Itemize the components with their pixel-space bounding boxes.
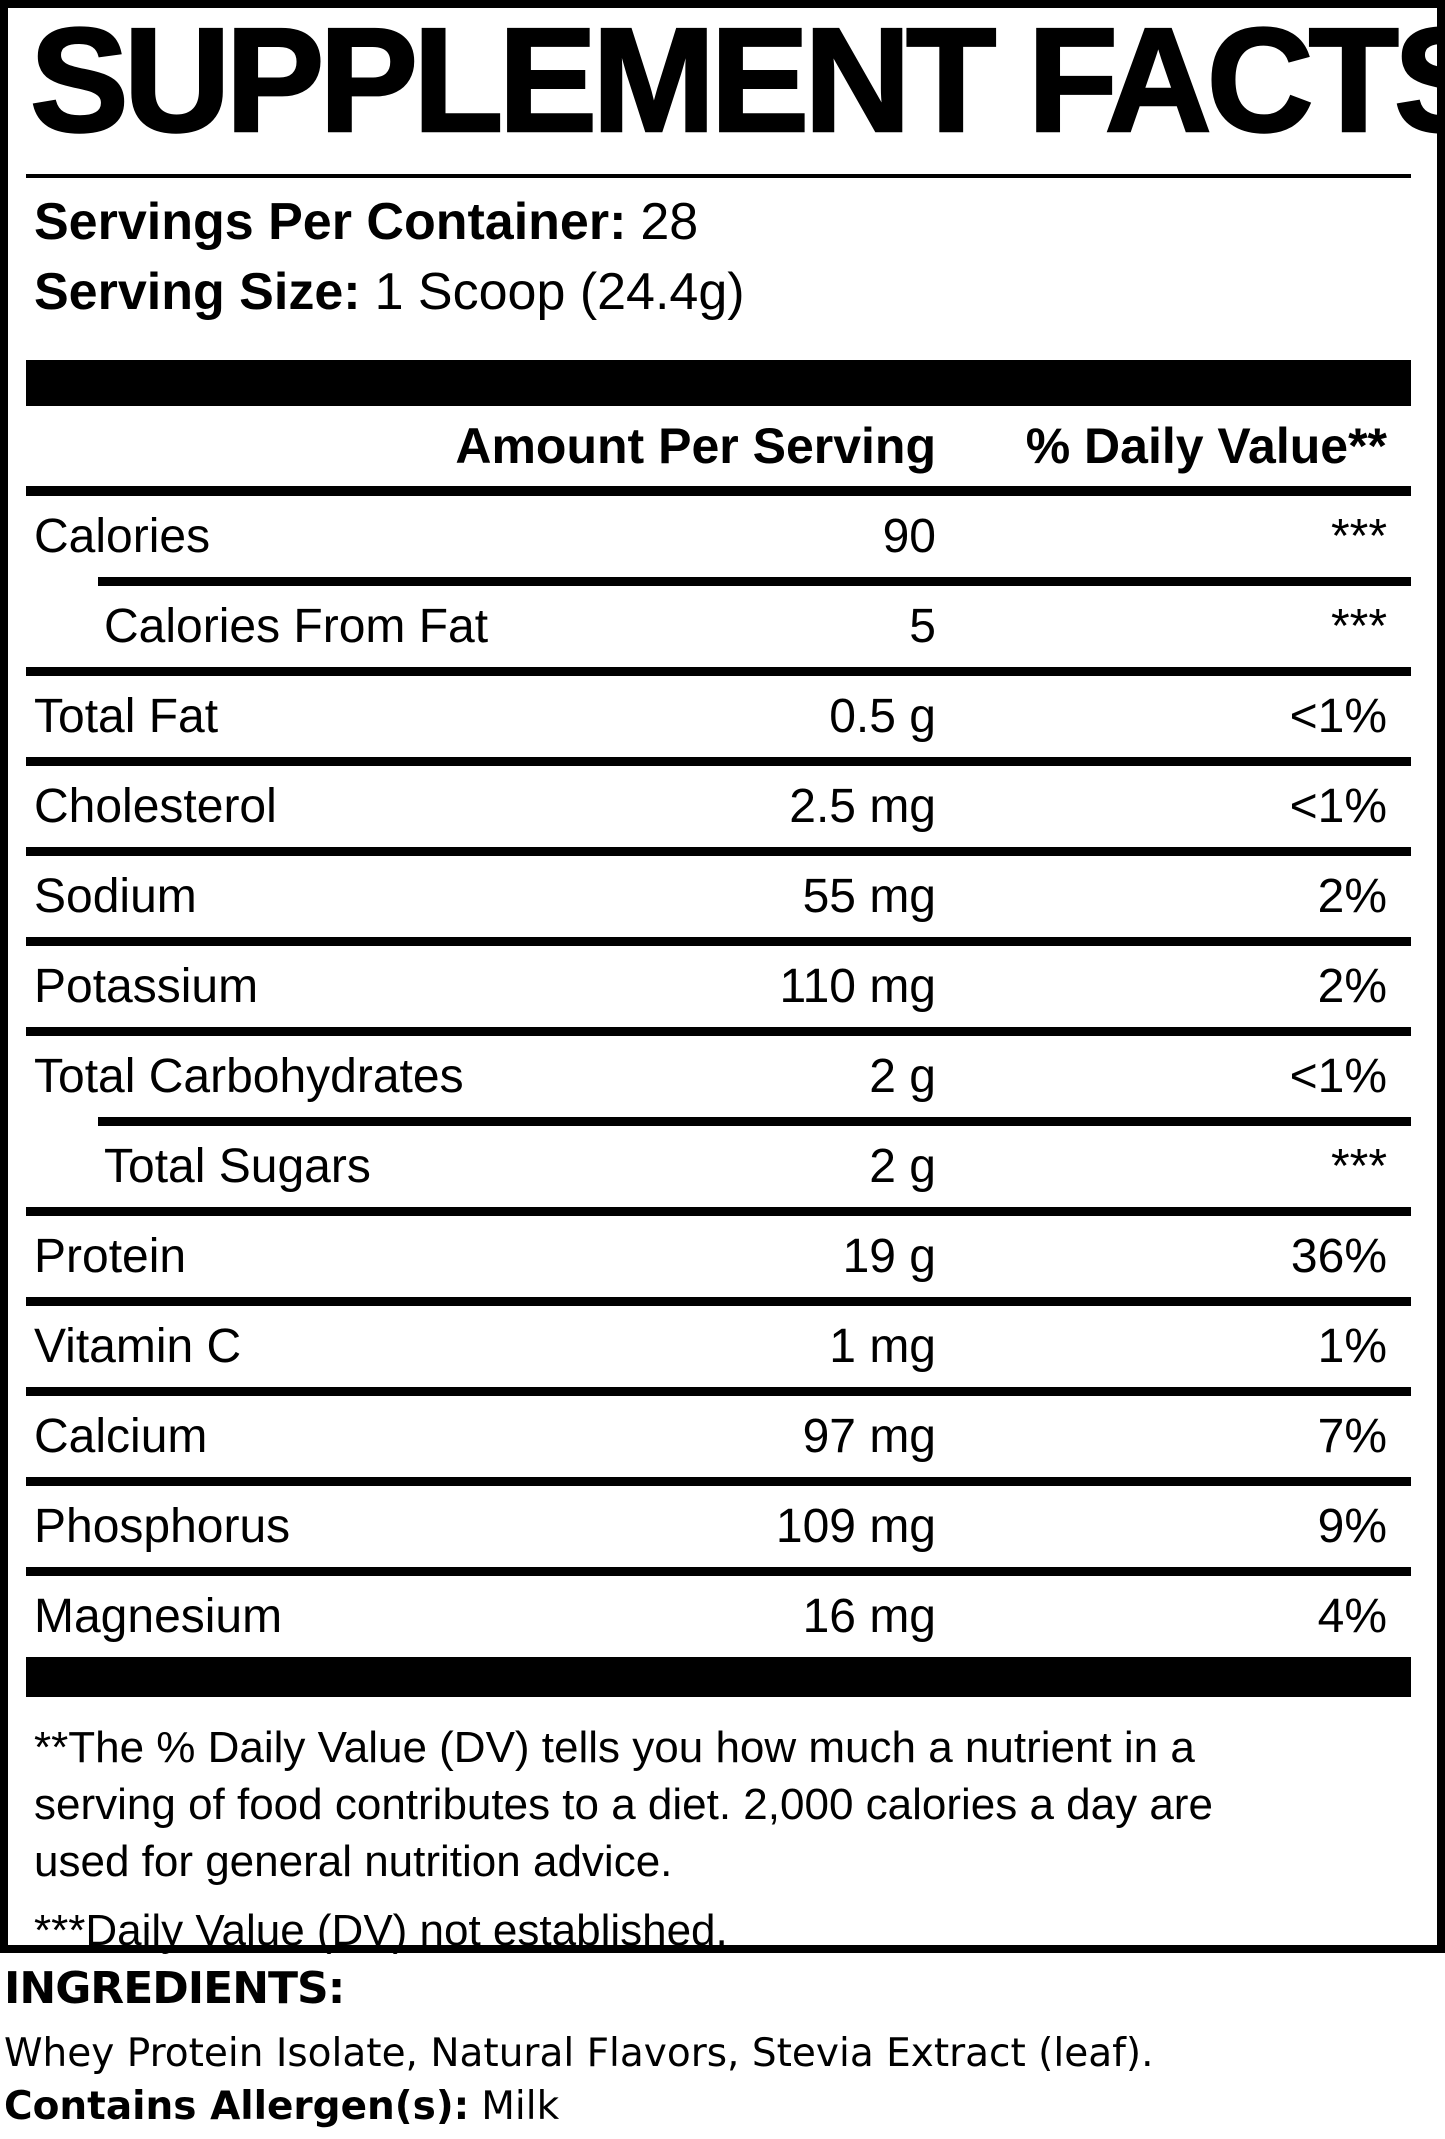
ingredients-section: INGREDIENTS: Whey Protein Isolate, Natur… <box>4 1963 1445 2131</box>
amount-column-header: Amount Per Serving <box>455 418 936 474</box>
nutrient-daily-value: 4% <box>1317 1590 1387 1643</box>
nutrient-amount: 110 mg <box>779 960 936 1013</box>
separator-bar-bottom <box>26 1657 1411 1697</box>
nutrient-name: Potassium <box>34 960 259 1013</box>
allergen-label: Contains Allergen(s): <box>4 2084 470 2129</box>
panel-title: SUPPLEMENT FACTS <box>29 0 1445 163</box>
allergen-value: Milk <box>481 2084 560 2129</box>
nutrient-amount: 19 g <box>842 1230 936 1283</box>
nutrient-name: Calories From Fat <box>104 600 489 653</box>
daily-value-footnote-line: serving of food contributes to a diet. 2… <box>34 1780 1213 1829</box>
nutrient-daily-value: <1% <box>1289 690 1387 743</box>
table-header-row: Amount Per Serving % Daily Value** <box>26 406 1411 486</box>
table-row: Potassium 110 mg 2% <box>26 946 1411 1027</box>
row-divider <box>26 1477 1411 1486</box>
row-divider <box>26 937 1411 946</box>
nutrient-daily-value: 36% <box>1290 1230 1387 1283</box>
nutrient-amount: 2 g <box>869 1140 936 1193</box>
servings-per-container-line: Servings Per Container: 28 <box>34 196 1411 248</box>
row-divider <box>26 1027 1411 1036</box>
table-row: Total Sugars 2 g *** <box>26 1126 1411 1207</box>
ingredients-heading: INGREDIENTS: <box>4 1963 345 2014</box>
daily-value-column-header: % Daily Value** <box>1025 418 1387 474</box>
serving-size-label: Serving Size: <box>34 263 361 321</box>
servings-per-container-value: 28 <box>640 193 699 251</box>
row-divider <box>26 1567 1411 1576</box>
table-row: Magnesium 16 mg 4% <box>26 1576 1411 1657</box>
nutrient-name: Calories <box>34 510 211 563</box>
nutrient-amount: 0.5 g <box>829 690 936 743</box>
not-established-footnote: ***Daily Value (DV) not established. <box>34 1906 728 1955</box>
nutrient-daily-value: 7% <box>1317 1410 1387 1463</box>
nutrient-name: Vitamin C <box>34 1320 242 1373</box>
table-row: Phosphorus 109 mg 9% <box>26 1486 1411 1567</box>
table-row: Calories 90 *** <box>26 496 1411 577</box>
row-divider <box>26 1297 1411 1306</box>
row-divider <box>98 577 1411 586</box>
footnotes-block: **The % Daily Value (DV) tells you how m… <box>34 1719 1411 1959</box>
nutrient-daily-value: *** <box>1330 1140 1387 1193</box>
nutrient-amount: 16 mg <box>802 1590 936 1643</box>
row-divider <box>26 847 1411 856</box>
table-row: Total Carbohydrates 2 g <1% <box>26 1036 1411 1117</box>
table-row: Sodium 55 mg 2% <box>26 856 1411 937</box>
nutrient-name: Protein <box>34 1230 187 1283</box>
row-divider <box>26 1207 1411 1216</box>
nutrient-amount: 1 mg <box>829 1320 936 1373</box>
nutrient-daily-value: 9% <box>1317 1500 1387 1553</box>
nutrient-amount: 5 <box>909 600 936 653</box>
row-divider <box>98 1117 1411 1126</box>
nutrition-table: Amount Per Serving % Daily Value** Calor… <box>26 406 1411 1657</box>
table-row: Protein 19 g 36% <box>26 1216 1411 1297</box>
nutrient-name: Calcium <box>34 1410 208 1463</box>
table-row: Vitamin C 1 mg 1% <box>26 1306 1411 1387</box>
serving-size-line: Serving Size: 1 Scoop (24.4g) <box>34 266 1411 318</box>
table-row: Cholesterol 2.5 mg <1% <box>26 766 1411 847</box>
title-divider <box>26 174 1411 178</box>
nutrient-amount: 109 mg <box>775 1500 936 1553</box>
separator-bar-top <box>26 360 1411 406</box>
nutrient-amount: 97 mg <box>802 1410 936 1463</box>
nutrient-daily-value: 1% <box>1317 1320 1387 1373</box>
table-body: Calories 90 *** Calories From Fat 5 *** … <box>26 496 1411 1657</box>
nutrient-daily-value: <1% <box>1289 780 1387 833</box>
nutrient-daily-value: 2% <box>1317 870 1387 923</box>
nutrient-name: Cholesterol <box>34 780 277 833</box>
nutrient-name: Total Sugars <box>104 1140 371 1193</box>
allergen-line: Contains Allergen(s): Milk <box>4 2083 1445 2131</box>
daily-value-footnote-line: used for general nutrition advice. <box>34 1837 673 1886</box>
nutrient-amount: 90 <box>882 510 936 563</box>
nutrient-daily-value: 2% <box>1317 960 1387 1013</box>
nutrient-name: Magnesium <box>34 1590 283 1643</box>
header-divider <box>26 486 1411 496</box>
nutrient-amount: 55 mg <box>802 870 936 923</box>
table-row: Calories From Fat 5 *** <box>26 586 1411 667</box>
ingredients-list: Whey Protein Isolate, Natural Flavors, S… <box>4 2031 1154 2076</box>
nutrient-daily-value: <1% <box>1289 1050 1387 1103</box>
nutrient-daily-value: *** <box>1330 600 1387 653</box>
serving-size-value: 1 Scoop (24.4g) <box>374 263 745 321</box>
nutrient-name: Total Fat <box>34 690 219 743</box>
nutrient-amount: 2.5 mg <box>789 780 936 833</box>
nutrient-name: Phosphorus <box>34 1500 291 1553</box>
row-divider <box>26 667 1411 676</box>
nutrient-name: Total Carbohydrates <box>34 1050 464 1103</box>
row-divider <box>26 757 1411 766</box>
servings-per-container-label: Servings Per Container: <box>34 193 627 251</box>
nutrient-daily-value: *** <box>1330 510 1387 563</box>
daily-value-footnote-line: **The % Daily Value (DV) tells you how m… <box>34 1723 1195 1772</box>
row-divider <box>26 1387 1411 1396</box>
supplement-facts-panel: SUPPLEMENT FACTS Servings Per Container:… <box>0 0 1445 1955</box>
table-row: Total Fat 0.5 g <1% <box>26 676 1411 757</box>
table-row: Calcium 97 mg 7% <box>26 1396 1411 1477</box>
nutrient-name: Sodium <box>34 870 197 923</box>
nutrient-amount: 2 g <box>869 1050 936 1103</box>
